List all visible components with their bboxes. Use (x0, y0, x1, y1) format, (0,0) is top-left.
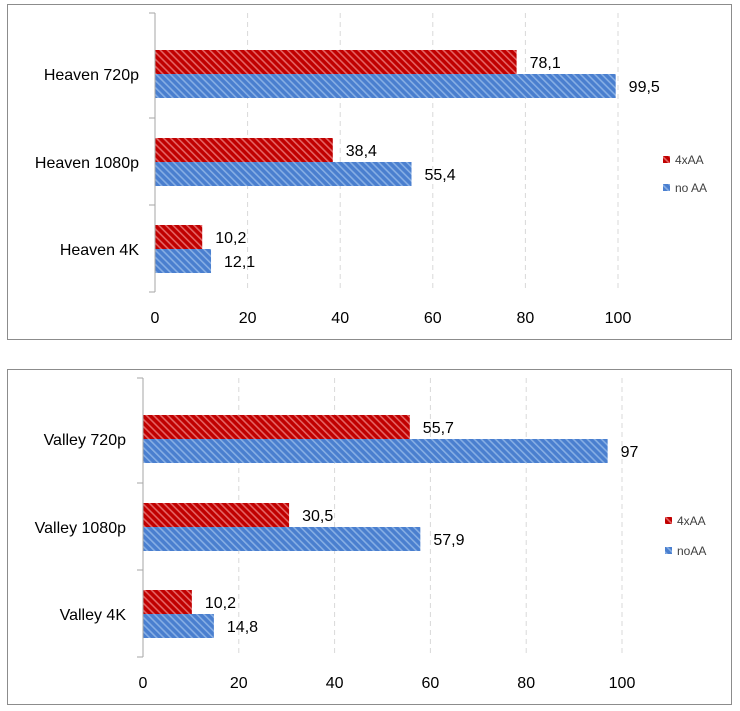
bar-noaa-valley-720p (143, 439, 608, 463)
category-label: Valley 720p (44, 432, 127, 449)
x-tick-label: 0 (139, 675, 148, 692)
category-label: Heaven 1080p (35, 155, 139, 172)
legend-swatch-noaa (663, 184, 670, 191)
value-label: 78,1 (530, 55, 561, 72)
legend-label: 4xAA (675, 153, 704, 167)
value-label: 97 (621, 444, 639, 461)
bar-noaa-heaven-720p (155, 74, 616, 98)
value-label: 10,2 (215, 230, 246, 247)
bar-noaa-valley-1080p (143, 527, 421, 551)
x-tick-label: 80 (517, 675, 535, 692)
x-tick-label: 60 (424, 310, 442, 327)
x-tick-label: 20 (239, 310, 257, 327)
value-label: 55,7 (423, 420, 454, 437)
bar-4xaa-heaven-720p (155, 50, 517, 74)
x-tick-label: 60 (422, 675, 440, 692)
bar-4xaa-valley-1080p (143, 503, 290, 527)
x-tick-label: 40 (326, 675, 344, 692)
legend-swatch-4xaa (665, 517, 672, 524)
value-label: 12,1 (224, 254, 255, 271)
bar-4xaa-heaven-4k (155, 225, 203, 249)
legend-swatch-4xaa (663, 156, 670, 163)
category-label: Heaven 720p (44, 67, 139, 84)
legend-label: 4xAA (677, 514, 706, 528)
valley-benchmark-chart: 55,7 97 Valley 720p 30,5 57,9 Valley 1080p 10,… (35, 377, 706, 692)
legend-swatch-noaa (665, 547, 672, 554)
bar-4xaa-valley-4k (143, 590, 192, 614)
bar-noaa-valley-4k (143, 614, 214, 638)
x-tick-label: 100 (609, 675, 636, 692)
value-label: 99,5 (629, 79, 660, 96)
category-label: Valley 4K (60, 607, 127, 624)
x-tick-label: 80 (517, 310, 535, 327)
value-label: 30,5 (302, 508, 333, 525)
x-tick-label: 0 (151, 310, 160, 327)
legend-label: no AA (675, 181, 707, 195)
heaven-chart-panel: 78,1 99,5 Heaven 720p 38,4 55,4 Heaven 1080p 1… (7, 4, 732, 340)
value-label: 14,8 (227, 619, 258, 636)
heaven-benchmark-chart: 78,1 99,5 Heaven 720p 38,4 55,4 Heaven 1080p 1… (35, 12, 707, 327)
value-label: 38,4 (346, 143, 377, 160)
bar-4xaa-valley-720p (143, 415, 410, 439)
category-label: Valley 1080p (35, 520, 126, 537)
value-label: 57,9 (433, 532, 464, 549)
bar-4xaa-heaven-1080p (155, 138, 333, 162)
legend-label: noAA (677, 544, 706, 558)
bar-noaa-heaven-1080p (155, 162, 412, 186)
category-label: Heaven 4K (60, 242, 139, 259)
x-tick-label: 40 (331, 310, 349, 327)
value-label: 10,2 (205, 595, 236, 612)
x-tick-label: 100 (605, 310, 632, 327)
valley-chart-panel: 55,7 97 Valley 720p 30,5 57,9 Valley 1080p 10,… (7, 369, 732, 705)
value-label: 55,4 (425, 167, 456, 184)
x-tick-label: 20 (230, 675, 248, 692)
bar-noaa-heaven-4k (155, 249, 212, 273)
